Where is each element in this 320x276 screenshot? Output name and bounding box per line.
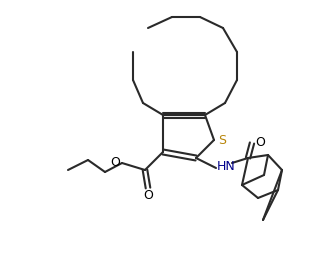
Text: O: O [110, 156, 120, 169]
Text: O: O [143, 189, 153, 202]
Text: HN: HN [217, 161, 236, 174]
Text: O: O [255, 137, 265, 150]
Text: S: S [218, 134, 226, 147]
